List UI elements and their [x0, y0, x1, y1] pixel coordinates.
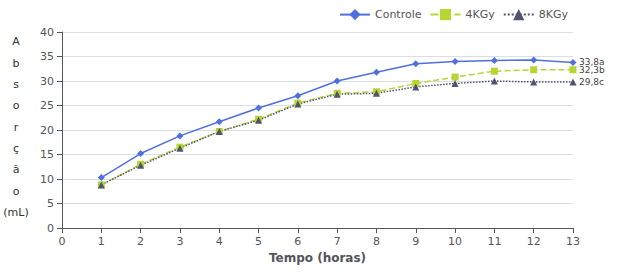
svg-text:29,8c: 29,8c: [579, 77, 604, 87]
svg-text:33,8a: 33,8a: [579, 57, 605, 68]
svg-text:1: 1: [98, 235, 105, 248]
svg-text:10: 10: [40, 173, 54, 186]
svg-text:12: 12: [527, 235, 541, 248]
svg-text:b: b: [13, 57, 20, 70]
svg-text:10: 10: [448, 235, 462, 248]
svg-text:15: 15: [40, 148, 54, 161]
svg-text:8KGy: 8KGy: [539, 8, 569, 21]
svg-text:A: A: [12, 35, 20, 48]
svg-text:0: 0: [47, 222, 54, 235]
svg-text:25: 25: [40, 99, 54, 112]
svg-text:r: r: [14, 121, 19, 134]
svg-text:8: 8: [373, 235, 380, 248]
svg-text:35: 35: [40, 50, 54, 63]
svg-text:11: 11: [487, 235, 501, 248]
svg-text:ç: ç: [13, 142, 19, 155]
svg-text:o: o: [13, 185, 20, 198]
svg-text:(mL): (mL): [3, 206, 28, 219]
svg-text:9: 9: [412, 235, 419, 248]
svg-text:3: 3: [176, 235, 183, 248]
svg-text:o: o: [13, 99, 20, 112]
svg-text:s: s: [13, 78, 19, 91]
svg-text:5: 5: [255, 235, 262, 248]
svg-text:40: 40: [40, 26, 54, 39]
svg-text:5: 5: [47, 197, 54, 210]
svg-text:0: 0: [59, 235, 66, 248]
svg-text:2: 2: [137, 235, 144, 248]
svg-text:Controle: Controle: [375, 8, 422, 21]
svg-text:13: 13: [566, 235, 580, 248]
svg-text:6: 6: [294, 235, 301, 248]
svg-text:32,3b: 32,3b: [579, 65, 605, 75]
svg-text:20: 20: [40, 124, 54, 137]
svg-text:30: 30: [40, 75, 54, 88]
svg-text:Tempo (horas): Tempo (horas): [269, 251, 366, 265]
svg-text:4: 4: [216, 235, 223, 248]
svg-text:ã: ã: [13, 163, 20, 176]
svg-text:4KGy: 4KGy: [466, 8, 496, 21]
svg-text:7: 7: [334, 235, 341, 248]
